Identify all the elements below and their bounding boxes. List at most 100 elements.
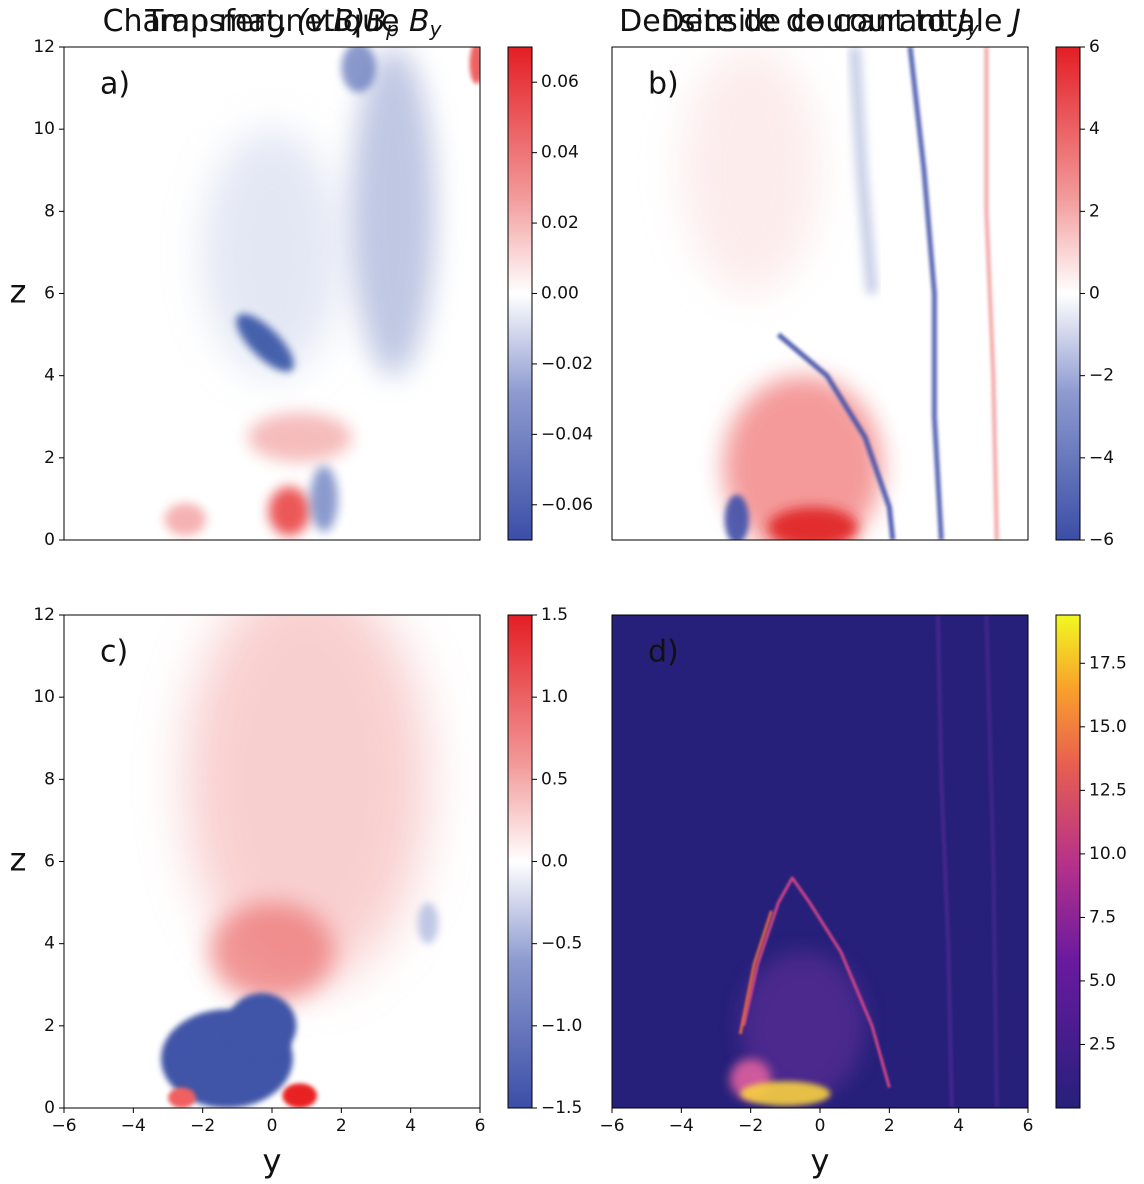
title-text: Densite de courant totale	[619, 4, 1012, 39]
field-structure	[984, 47, 999, 540]
field-structure	[849, 47, 877, 294]
colorbar-tick-label: −1.5	[541, 1098, 582, 1118]
field-structure	[268, 486, 311, 536]
y-tick-label: 8	[44, 769, 55, 789]
colorbar-tick-label: −0.02	[541, 354, 593, 374]
panel-label: c)	[100, 635, 128, 670]
y-tick-label: 6	[44, 284, 55, 304]
colorbar	[507, 46, 533, 541]
colorbar-tick-label: −2	[1089, 366, 1114, 386]
x-tick-label: 4	[405, 1116, 416, 1136]
field-structure	[185, 615, 428, 985]
panel: Densite de courant totale J d) −6 −4 −2 0 2 4 6 y…	[599, 4, 1126, 1181]
panel: Champ magnetique By c) 0 2 4 6 8 10 12 −6 −4 −2 0 2 4 6…	[10, 4, 583, 1181]
y-tick-label: 10	[33, 687, 55, 707]
colorbar-tick-label: 1.0	[541, 687, 568, 707]
field-structure	[209, 902, 335, 1002]
x-tick-label: 6	[1023, 1116, 1034, 1136]
heatmap	[612, 47, 1028, 540]
panel: Densite de courant Jy b) −6 −4 −2 0 2 4 6	[611, 4, 1114, 550]
x-tick-label: 4	[953, 1116, 964, 1136]
field-structure	[776, 332, 896, 540]
x-tick-label: −2	[190, 1116, 215, 1136]
y-tick-label: 4	[44, 934, 55, 954]
y-tick-label: 0	[44, 1098, 55, 1118]
field-structure	[984, 615, 999, 1108]
colorbar-tick-label: 12.5	[1089, 780, 1127, 800]
field-structure	[282, 1083, 318, 1108]
heatmap	[64, 615, 480, 1108]
x-axis-label: y	[811, 1142, 830, 1180]
field-structure	[740, 1081, 831, 1106]
colorbar	[1055, 46, 1081, 541]
title-math: B	[409, 4, 430, 39]
x-tick-label: −6	[599, 1116, 624, 1136]
colorbar-tick-label: 0.0	[541, 852, 568, 872]
field-structure	[351, 47, 435, 376]
title-subscript: y	[966, 17, 980, 41]
colorbar	[507, 614, 533, 1109]
y-tick-label: 0	[44, 530, 55, 550]
field-structure	[681, 47, 821, 294]
colorbar-tick-label: −0.5	[541, 934, 582, 954]
panel-label: a)	[100, 67, 130, 102]
title-text: Champ magnetique	[103, 4, 409, 39]
field-structure	[341, 47, 376, 93]
x-tick-label: −4	[669, 1116, 694, 1136]
field-structure	[236, 313, 294, 372]
y-tick-label: 12	[33, 605, 55, 625]
title-text: Transfert,	[144, 4, 296, 39]
panel-title: Densite de courant Jy	[662, 4, 980, 41]
colorbar-tick-label: 17.5	[1089, 653, 1127, 673]
x-tick-label: 0	[267, 1116, 278, 1136]
panel: Transfert, (v.B)Bp a) 0 2 4 6 8 10 12 z −0.06 −0.04…	[10, 4, 594, 551]
title-text: Densite de courant	[662, 4, 958, 39]
field-structure	[724, 494, 749, 540]
y-tick-label: 6	[44, 852, 55, 872]
field-structure	[469, 47, 480, 84]
field-structure	[168, 1087, 196, 1108]
y-tick-label: 2	[44, 1016, 55, 1036]
colorbar-tick-label: 1.5	[541, 605, 568, 625]
colorbar-tick-label: 0	[1089, 284, 1100, 304]
title-math: (v.B)B	[297, 4, 386, 39]
x-tick-label: −6	[51, 1116, 76, 1136]
field-structure	[247, 412, 352, 462]
y-tick-label: 10	[33, 119, 55, 139]
y-tick-label: 8	[44, 201, 55, 221]
colorbar-tick-label: −4	[1089, 448, 1114, 468]
colorbar-tick-label: 15.0	[1089, 717, 1127, 737]
colorbar-tick-label: 7.5	[1089, 907, 1116, 927]
field-structure	[202, 129, 342, 376]
colorbar-tick-label: 0.04	[541, 143, 579, 163]
field-structure	[722, 375, 883, 540]
colorbar-tick-label: −1.0	[541, 1016, 582, 1036]
colorbar	[1055, 614, 1081, 1109]
field-structure	[164, 503, 207, 536]
title-subscript: p	[385, 17, 399, 41]
field-structure	[740, 951, 866, 1100]
panel-label: b)	[648, 67, 679, 102]
y-axis-label: z	[10, 841, 27, 879]
y-tick-label: 4	[44, 366, 55, 386]
colorbar-tick-label: 4	[1089, 119, 1100, 139]
plot-frame	[611, 46, 1029, 541]
colorbar-tick-label: 6	[1089, 37, 1100, 57]
x-tick-label: 0	[815, 1116, 826, 1136]
field-structure	[742, 876, 891, 1088]
heatmap	[64, 47, 480, 540]
field-structure	[738, 910, 773, 1035]
field-structure	[907, 47, 944, 540]
field-structure	[417, 902, 439, 944]
x-tick-label: 2	[336, 1116, 347, 1136]
panel-title: Densite de courant totale J	[619, 4, 1021, 39]
y-tick-label: 12	[33, 37, 55, 57]
panel-title: Transfert, (v.B)Bp	[144, 4, 399, 41]
colorbar-tick-label: 0.5	[541, 769, 568, 789]
x-tick-label: 6	[475, 1116, 486, 1136]
field-structure	[936, 615, 954, 1108]
panel-title: Champ magnetique By	[103, 4, 443, 41]
colorbar-tick-label: 0.02	[541, 213, 579, 233]
y-axis-label: z	[10, 273, 27, 311]
